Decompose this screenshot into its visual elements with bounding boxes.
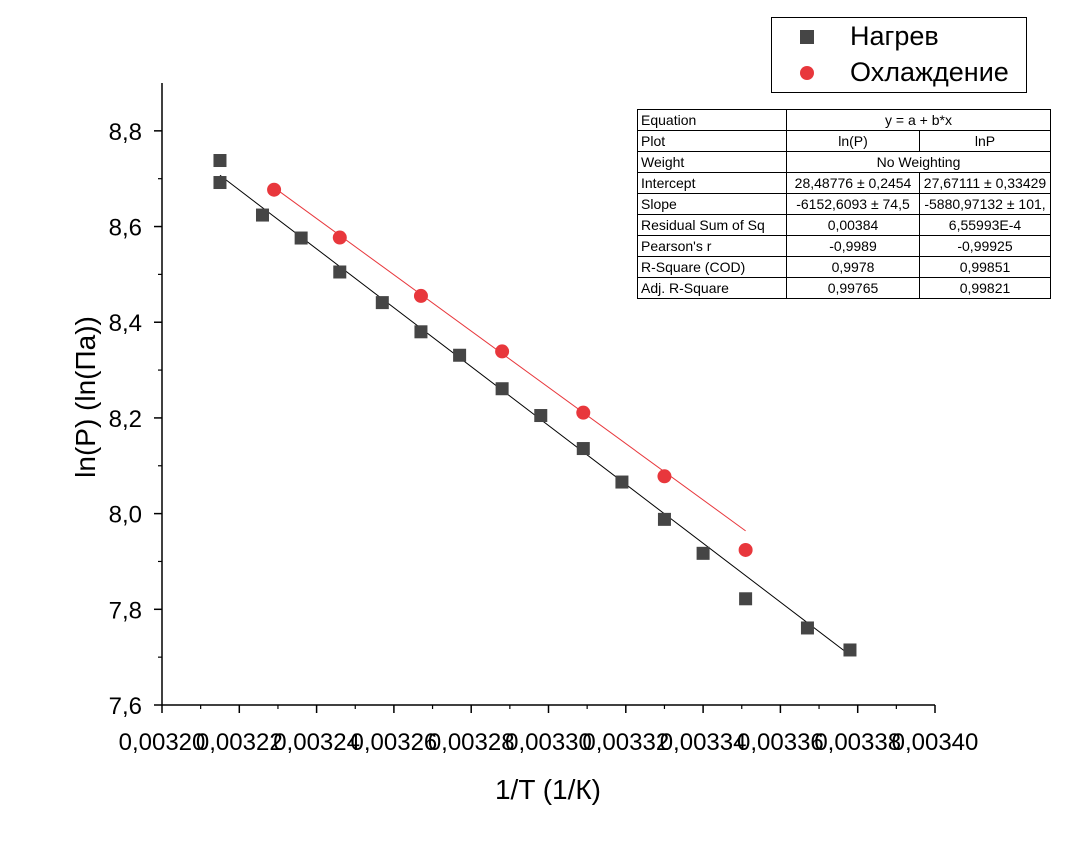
stats-row: Pearson's r -0,9989 -0,99925 bbox=[637, 235, 1051, 257]
y-tick-label: 8,8 bbox=[109, 119, 142, 146]
stats-row: Plot ln(P) lnP bbox=[637, 130, 1051, 152]
data-point-heating bbox=[615, 475, 629, 489]
data-point-heating bbox=[696, 546, 710, 560]
data-point-heating bbox=[495, 382, 509, 396]
data-point-heating bbox=[453, 348, 467, 362]
y-tick-label: 8,0 bbox=[109, 502, 142, 529]
stats-row: Weight No Weighting bbox=[637, 151, 1051, 173]
stats-label: Weight bbox=[637, 151, 787, 173]
stats-value: -0,9989 bbox=[786, 235, 920, 257]
x-tick-label: 0,00338 bbox=[814, 729, 901, 756]
stats-value: lnP bbox=[919, 130, 1051, 152]
data-point-heating bbox=[657, 512, 671, 526]
stats-value: y = a + b*x bbox=[786, 109, 1051, 131]
stats-value: 0,99765 bbox=[786, 277, 920, 299]
data-point-heating bbox=[414, 325, 428, 339]
fit-statistics-table: Equation y = a + b*x Plot ln(P) lnP Weight No … bbox=[637, 109, 1051, 299]
stats-row: Equation y = a + b*x bbox=[637, 109, 1051, 131]
data-point-cooling bbox=[332, 230, 347, 245]
stats-value: -5880,97132 ± 101, bbox=[919, 193, 1051, 215]
stats-row: Slope -6152,6093 ± 74,5 -5880,97132 ± 101, bbox=[637, 193, 1051, 215]
data-point-heating bbox=[800, 621, 814, 635]
stats-label: Equation bbox=[637, 109, 787, 131]
legend-label: Нагрев bbox=[850, 21, 939, 51]
data-point-heating bbox=[739, 592, 753, 606]
data-point-heating bbox=[333, 265, 347, 279]
stats-value: 0,00384 bbox=[786, 214, 920, 236]
stats-value: 27,67111 ± 0,33429 bbox=[919, 172, 1051, 194]
stats-value: 6,55993E-4 bbox=[919, 214, 1051, 236]
x-tick-label: 0,00326 bbox=[351, 729, 438, 756]
legend-label: Охлаждение bbox=[850, 57, 1009, 87]
x-tick-label: 0,00330 bbox=[505, 729, 592, 756]
square-marker-icon bbox=[800, 30, 814, 44]
x-axis-label: 1/T (1/К) bbox=[495, 774, 601, 805]
legend-item-heating: Нагрев bbox=[772, 19, 1026, 55]
data-point-cooling bbox=[576, 405, 591, 420]
data-points bbox=[213, 154, 857, 657]
data-point-heating bbox=[213, 154, 227, 168]
x-tick-label: 0,00320 bbox=[119, 729, 206, 756]
data-point-cooling bbox=[495, 344, 510, 359]
data-point-heating bbox=[294, 231, 308, 245]
x-tick-label: 0,00324 bbox=[273, 729, 360, 756]
data-point-cooling bbox=[267, 182, 282, 197]
y-tick-label: 8,6 bbox=[109, 215, 142, 242]
axes: 7,67,88,08,28,48,68,80,003200,003220,003… bbox=[109, 83, 979, 756]
stats-label: Adj. R-Square bbox=[637, 277, 787, 299]
x-tick-label: 0,00340 bbox=[892, 729, 979, 756]
circle-marker-icon bbox=[800, 66, 814, 80]
data-point-heating bbox=[843, 643, 857, 657]
data-point-heating bbox=[375, 296, 389, 310]
data-point-heating bbox=[534, 409, 548, 423]
stats-value: -0,99925 bbox=[919, 235, 1051, 257]
data-point-heating bbox=[576, 442, 590, 456]
data-point-cooling bbox=[657, 469, 672, 484]
y-tick-label: 7,8 bbox=[109, 597, 142, 624]
legend: Нагрев Охлаждение bbox=[771, 17, 1027, 93]
y-axis-label: ln(P) (ln(Па)) bbox=[70, 316, 101, 478]
stats-label: Residual Sum of Sq bbox=[637, 214, 787, 236]
y-tick-label: 8,4 bbox=[109, 310, 142, 337]
stats-value: 0,9978 bbox=[786, 256, 920, 278]
y-tick-label: 7,6 bbox=[109, 693, 142, 720]
x-tick-label: 0,00322 bbox=[196, 729, 283, 756]
stats-value: No Weighting bbox=[786, 151, 1051, 173]
stats-row: Intercept 28,48776 ± 0,2454 27,67111 ± 0,3… bbox=[637, 172, 1051, 194]
data-point-heating bbox=[213, 176, 227, 190]
stats-value: -6152,6093 ± 74,5 bbox=[786, 193, 920, 215]
stats-value: ln(P) bbox=[786, 130, 920, 152]
x-tick-label: 0,00336 bbox=[737, 729, 824, 756]
stats-label: R-Square (COD) bbox=[637, 256, 787, 278]
x-tick-label: 0,00334 bbox=[660, 729, 747, 756]
stats-value: 0,99821 bbox=[919, 277, 1051, 299]
y-tick-label: 8,2 bbox=[109, 406, 142, 433]
data-point-cooling bbox=[413, 288, 428, 303]
stats-row: Residual Sum of Sq 0,00384 6,55993E-4 bbox=[637, 214, 1051, 236]
x-tick-label: 0,00332 bbox=[582, 729, 669, 756]
legend-item-cooling: Охлаждение bbox=[772, 55, 1026, 91]
data-point-heating bbox=[255, 208, 269, 222]
stats-label: Plot bbox=[637, 130, 787, 152]
stats-value: 0,99851 bbox=[919, 256, 1051, 278]
stats-label: Pearson's r bbox=[637, 235, 787, 257]
x-tick-label: 0,00328 bbox=[428, 729, 515, 756]
stats-label: Intercept bbox=[637, 172, 787, 194]
stats-row: Adj. R-Square 0,99765 0,99821 bbox=[637, 277, 1051, 299]
stats-row: R-Square (COD) 0,9978 0,99851 bbox=[637, 256, 1051, 278]
stats-value: 28,48776 ± 0,2454 bbox=[786, 172, 920, 194]
stats-label: Slope bbox=[637, 193, 787, 215]
data-point-cooling bbox=[738, 542, 753, 557]
